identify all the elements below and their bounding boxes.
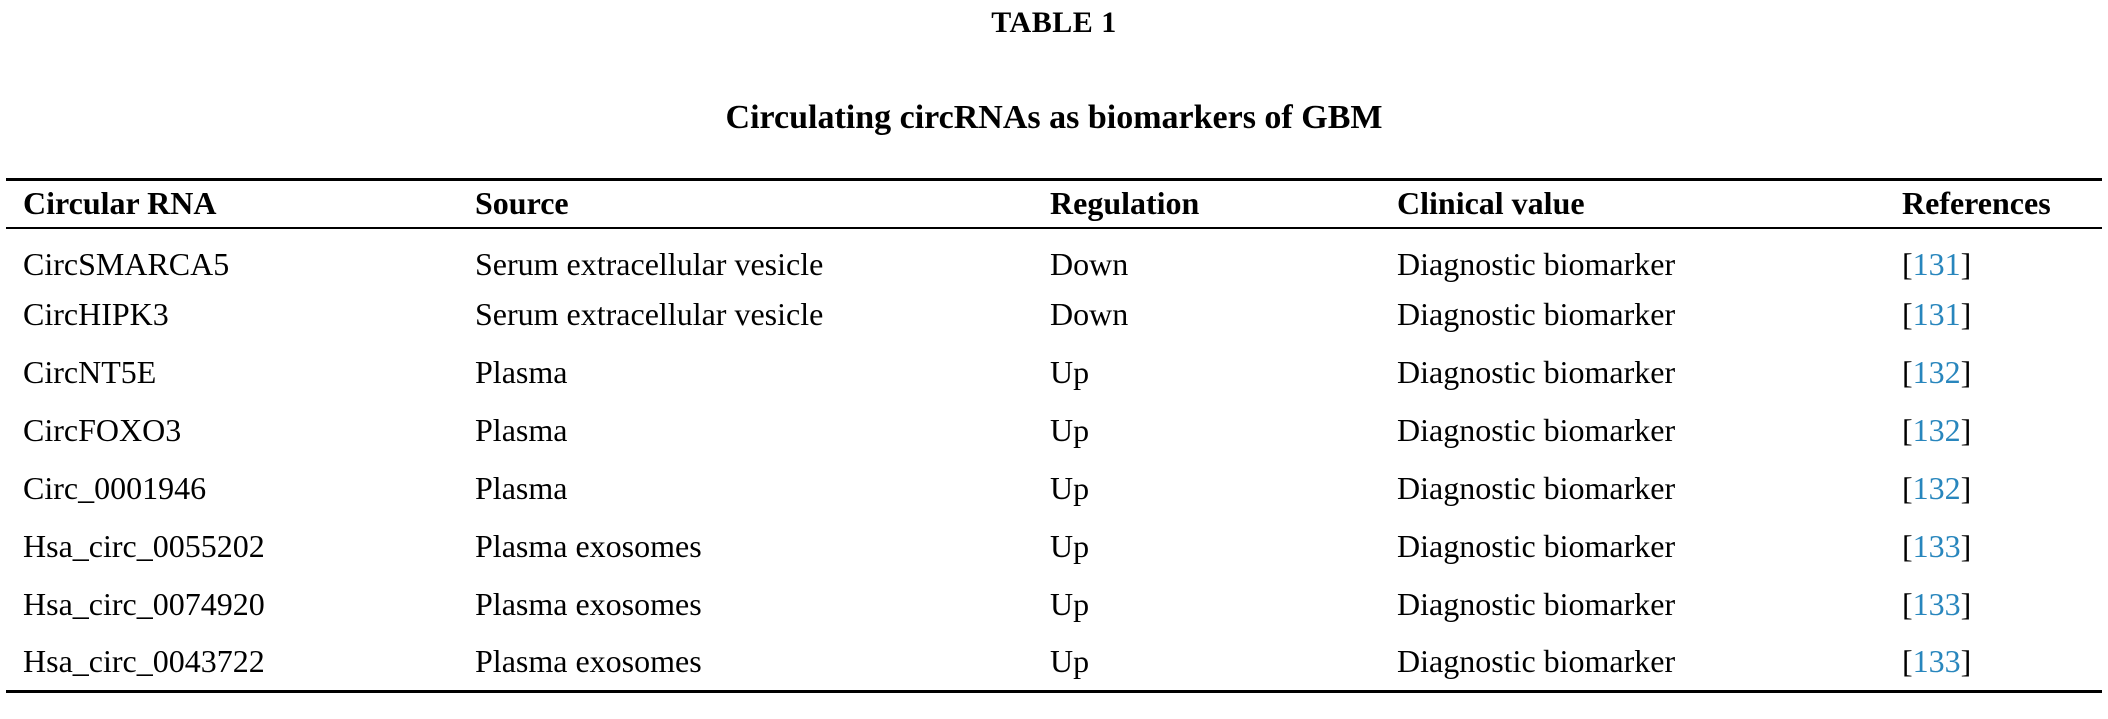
reference-bracket-open: [	[1902, 643, 1913, 680]
cell-regulation: Up	[1050, 528, 1090, 564]
cell-references: [131]	[1902, 286, 2102, 344]
reference-bracket-open: [	[1902, 528, 1913, 564]
cell-circular-rna: Hsa_circ_0043722	[23, 643, 265, 680]
cell-regulation: Down	[1050, 296, 1129, 332]
cell-references: [132]	[1902, 460, 2102, 518]
reference-link[interactable]: 133	[1912, 643, 1961, 680]
reference-bracket-open: [	[1902, 354, 1913, 390]
reference-bracket-close: ]	[1960, 643, 1972, 680]
cell-source: Serum extracellular vesicle	[475, 245, 824, 282]
table-row: Hsa_circ_0055202 Plasma exosomes Up Diag…	[6, 518, 2102, 576]
cell-regulation: Up	[1050, 643, 1090, 680]
reference-link[interactable]: 131	[1912, 296, 1961, 332]
cell-clinical-value: Diagnostic biomarker	[1397, 296, 1676, 332]
cell-circular-rna: CircNT5E	[23, 354, 157, 390]
table-row: Hsa_circ_0043722 Plasma exosomes Up Diag…	[6, 634, 2102, 692]
cell-source: Plasma	[475, 412, 568, 448]
reference-bracket-open: [	[1902, 470, 1913, 506]
cell-source: Plasma exosomes	[475, 643, 702, 680]
column-header-regulation: Regulation	[1050, 185, 1200, 222]
cell-clinical-value: Diagnostic biomarker	[1397, 354, 1676, 390]
table-row: CircSMARCA5 Serum extracellular vesicle …	[6, 228, 2102, 286]
reference-bracket-open: [	[1902, 245, 1913, 282]
reference-bracket-close: ]	[1960, 586, 1972, 622]
cell-clinical-value: Diagnostic biomarker	[1397, 412, 1676, 448]
cell-source: Plasma exosomes	[475, 586, 702, 622]
reference-link[interactable]: 133	[1912, 586, 1961, 622]
column-header-references: References	[1902, 185, 2051, 222]
cell-circular-rna: CircHIPK3	[23, 296, 169, 332]
cell-regulation: Up	[1050, 470, 1090, 506]
cell-source: Plasma	[475, 470, 568, 506]
column-header-source: Source	[475, 185, 569, 222]
cell-clinical-value: Diagnostic biomarker	[1397, 586, 1676, 622]
table-row: Circ_0001946 Plasma Up Diagnostic biomar…	[6, 460, 2102, 518]
cell-circular-rna: CircSMARCA5	[23, 245, 230, 282]
cell-source: Plasma exosomes	[475, 528, 702, 564]
cell-references: [131]	[1902, 228, 2102, 286]
reference-link[interactable]: 131	[1912, 245, 1961, 282]
reference-bracket-open: [	[1902, 412, 1913, 448]
table-label: TABLE 1	[991, 6, 1117, 39]
paper-table-page: TABLE 1 Circulating circRNAs as biomarke…	[6, 6, 2102, 693]
cell-regulation: Up	[1050, 354, 1090, 390]
cell-clinical-value: Diagnostic biomarker	[1397, 470, 1676, 506]
table-body: CircSMARCA5 Serum extracellular vesicle …	[6, 228, 2102, 692]
reference-bracket-close: ]	[1960, 245, 1972, 282]
reference-bracket-close: ]	[1960, 470, 1972, 506]
column-header-clinical-value: Clinical value	[1397, 185, 1585, 222]
table-row: Hsa_circ_0074920 Plasma exosomes Up Diag…	[6, 576, 2102, 634]
reference-bracket-close: ]	[1960, 412, 1972, 448]
column-header-circular-rna: Circular RNA	[23, 185, 217, 222]
reference-bracket-open: [	[1902, 586, 1913, 622]
reference-link[interactable]: 132	[1912, 354, 1961, 390]
biomarkers-table: Circular RNA Source Regulation Clinical …	[6, 178, 2102, 693]
reference-link[interactable]: 133	[1912, 528, 1961, 564]
cell-regulation: Up	[1050, 412, 1090, 448]
cell-references: [133]	[1902, 518, 2102, 576]
cell-references: [133]	[1902, 576, 2102, 634]
reference-bracket-close: ]	[1960, 296, 1972, 332]
table-row: CircHIPK3 Serum extracellular vesicle Do…	[6, 286, 2102, 344]
table-row: CircFOXO3 Plasma Up Diagnostic biomarker…	[6, 402, 2102, 460]
cell-circular-rna: Circ_0001946	[23, 470, 207, 506]
reference-bracket-open: [	[1902, 296, 1913, 332]
table-row: CircNT5E Plasma Up Diagnostic biomarker …	[6, 344, 2102, 402]
reference-bracket-close: ]	[1960, 528, 1972, 564]
cell-circular-rna: CircFOXO3	[23, 412, 182, 448]
cell-regulation: Down	[1050, 245, 1129, 282]
cell-circular-rna: Hsa_circ_0074920	[23, 586, 265, 622]
cell-source: Serum extracellular vesicle	[475, 296, 824, 332]
cell-clinical-value: Diagnostic biomarker	[1397, 528, 1676, 564]
cell-references: [133]	[1902, 634, 2102, 692]
cell-regulation: Up	[1050, 586, 1090, 622]
cell-clinical-value: Diagnostic biomarker	[1397, 245, 1676, 282]
reference-bracket-close: ]	[1960, 354, 1972, 390]
reference-link[interactable]: 132	[1912, 412, 1961, 448]
cell-references: [132]	[1902, 402, 2102, 460]
cell-clinical-value: Diagnostic biomarker	[1397, 643, 1676, 680]
header-row: Circular RNA Source Regulation Clinical …	[6, 180, 2102, 228]
cell-source: Plasma	[475, 354, 568, 390]
reference-link[interactable]: 132	[1912, 470, 1961, 506]
cell-circular-rna: Hsa_circ_0055202	[23, 528, 265, 564]
cell-references: [132]	[1902, 344, 2102, 402]
table-caption: Circulating circRNAs as biomarkers of GB…	[725, 99, 1383, 136]
